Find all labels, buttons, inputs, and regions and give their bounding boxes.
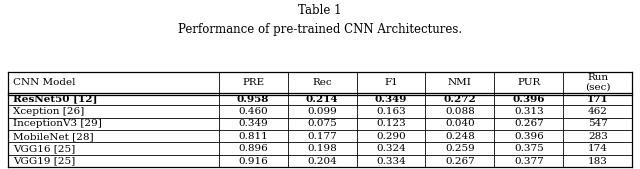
Text: 0.248: 0.248 [445, 132, 475, 141]
Text: Performance of pre-trained CNN Architectures.: Performance of pre-trained CNN Architect… [178, 23, 462, 36]
Text: ResNet50 [12]: ResNet50 [12] [13, 94, 97, 104]
Text: 0.958: 0.958 [237, 94, 269, 104]
Text: 0.267: 0.267 [445, 157, 475, 166]
Text: 283: 283 [588, 132, 608, 141]
Text: 0.177: 0.177 [307, 132, 337, 141]
Text: NMI: NMI [448, 78, 472, 87]
Text: 0.272: 0.272 [444, 94, 476, 104]
Text: 0.334: 0.334 [376, 157, 406, 166]
Text: 0.267: 0.267 [514, 119, 544, 128]
Text: PRE: PRE [242, 78, 264, 87]
Text: 0.375: 0.375 [514, 144, 544, 153]
Text: 0.460: 0.460 [238, 107, 268, 116]
Text: 0.896: 0.896 [238, 144, 268, 153]
Text: CNN Model: CNN Model [13, 78, 75, 87]
Text: 0.198: 0.198 [307, 144, 337, 153]
Text: 0.324: 0.324 [376, 144, 406, 153]
Text: 0.349: 0.349 [375, 94, 407, 104]
Text: VGG16 [25]: VGG16 [25] [13, 144, 75, 153]
Text: 462: 462 [588, 107, 608, 116]
Text: Table 1: Table 1 [298, 4, 342, 17]
Text: 0.259: 0.259 [445, 144, 475, 153]
Text: 174: 174 [588, 144, 608, 153]
Text: 0.075: 0.075 [307, 119, 337, 128]
Text: 0.349: 0.349 [238, 119, 268, 128]
Text: 0.396: 0.396 [513, 94, 545, 104]
Text: 0.123: 0.123 [376, 119, 406, 128]
Text: 0.088: 0.088 [445, 107, 475, 116]
Text: 0.313: 0.313 [514, 107, 544, 116]
Text: Run
(sec): Run (sec) [585, 73, 611, 92]
Text: Rec: Rec [312, 78, 332, 87]
Text: 0.099: 0.099 [307, 107, 337, 116]
Text: 0.204: 0.204 [307, 157, 337, 166]
Text: 0.040: 0.040 [445, 119, 475, 128]
Text: 547: 547 [588, 119, 608, 128]
Text: 0.916: 0.916 [238, 157, 268, 166]
Text: MobileNet [28]: MobileNet [28] [13, 132, 93, 141]
Text: Xception [26]: Xception [26] [13, 107, 84, 116]
Text: InceptionV3 [29]: InceptionV3 [29] [13, 119, 102, 128]
Text: F1: F1 [384, 78, 398, 87]
Text: PUR: PUR [517, 78, 541, 87]
Text: 0.396: 0.396 [514, 132, 544, 141]
Text: 171: 171 [587, 94, 609, 104]
Text: 0.214: 0.214 [306, 94, 339, 104]
Text: VGG19 [25]: VGG19 [25] [13, 157, 75, 166]
Text: 0.811: 0.811 [238, 132, 268, 141]
Text: 0.290: 0.290 [376, 132, 406, 141]
Text: 183: 183 [588, 157, 608, 166]
Text: 0.163: 0.163 [376, 107, 406, 116]
Text: 0.377: 0.377 [514, 157, 544, 166]
